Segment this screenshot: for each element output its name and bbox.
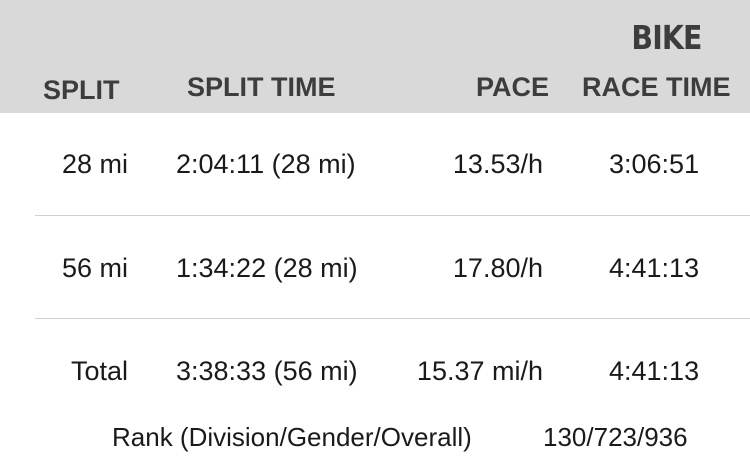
split-time-cell: 3:38:33 (56 mi): [176, 356, 358, 386]
column-header-split-time: SPLIT TIME: [187, 72, 336, 102]
split-time-cell: 1:34:22 (28 mi): [176, 253, 358, 283]
column-header-split: SPLIT: [43, 75, 120, 105]
pace-cell: 13.53/h: [452, 149, 543, 179]
column-header-pace: PACE: [475, 72, 549, 102]
rank-value: 130/723/936: [543, 422, 688, 452]
pace-cell: 15.37 mi/h: [416, 356, 543, 386]
column-header-race-time: RACE TIME: [582, 72, 731, 102]
section-title: BIKE: [631, 18, 703, 57]
row-divider: [35, 318, 750, 319]
split-time-cell: 2:04:11 (28 mi): [176, 149, 356, 179]
pace-cell: 17.80/h: [452, 253, 543, 283]
table-header: BIKE SPLIT SPLIT TIME PACE RACE TIME: [0, 0, 750, 113]
race-time-cell: 3:06:51: [609, 149, 700, 179]
split-cell: Total: [70, 356, 128, 386]
table-row: 56 mi 1:34:22 (28 mi) 17.80/h 4:41:13: [0, 217, 750, 317]
split-cell: 28 mi: [61, 149, 128, 179]
table-row: Total 3:38:33 (56 mi) 15.37 mi/h 4:41:13: [0, 320, 750, 420]
race-time-cell: 4:41:13: [609, 253, 700, 283]
split-cell: 56 mi: [61, 253, 128, 283]
race-time-cell: 4:41:13: [609, 356, 700, 386]
row-divider: [35, 215, 750, 216]
table-row: 28 mi 2:04:11 (28 mi) 13.53/h 3:06:51: [0, 113, 750, 213]
rank-label: Rank (Division/Gender/Overall): [112, 422, 472, 452]
